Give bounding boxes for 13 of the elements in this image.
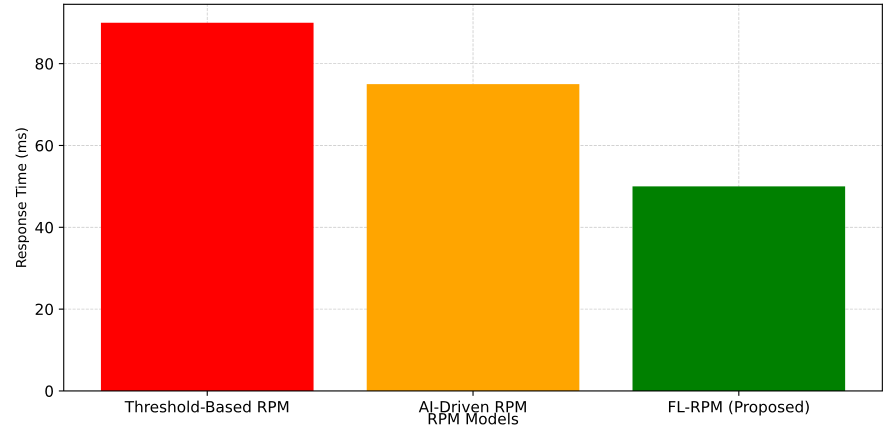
- x-tick-label: FL-RPM (Proposed): [668, 400, 809, 416]
- x-tick-label: AI-Driven RPM: [418, 400, 526, 413]
- x-axis-title: RPM Models: [428, 412, 518, 425]
- bar: [100, 22, 314, 391]
- y-axis-title: Response Time (ms): [16, 128, 29, 267]
- y-tick-label: 20: [36, 304, 53, 316]
- y-tick-label: 40: [35, 222, 53, 234]
- bar: [366, 84, 580, 391]
- y-tick-label: 0: [45, 385, 53, 397]
- bar: [632, 186, 846, 391]
- x-tick-label: Threshold-Based RPM: [124, 400, 288, 413]
- y-tick-label: 80: [36, 58, 53, 70]
- y-tick-label: 60: [36, 140, 53, 152]
